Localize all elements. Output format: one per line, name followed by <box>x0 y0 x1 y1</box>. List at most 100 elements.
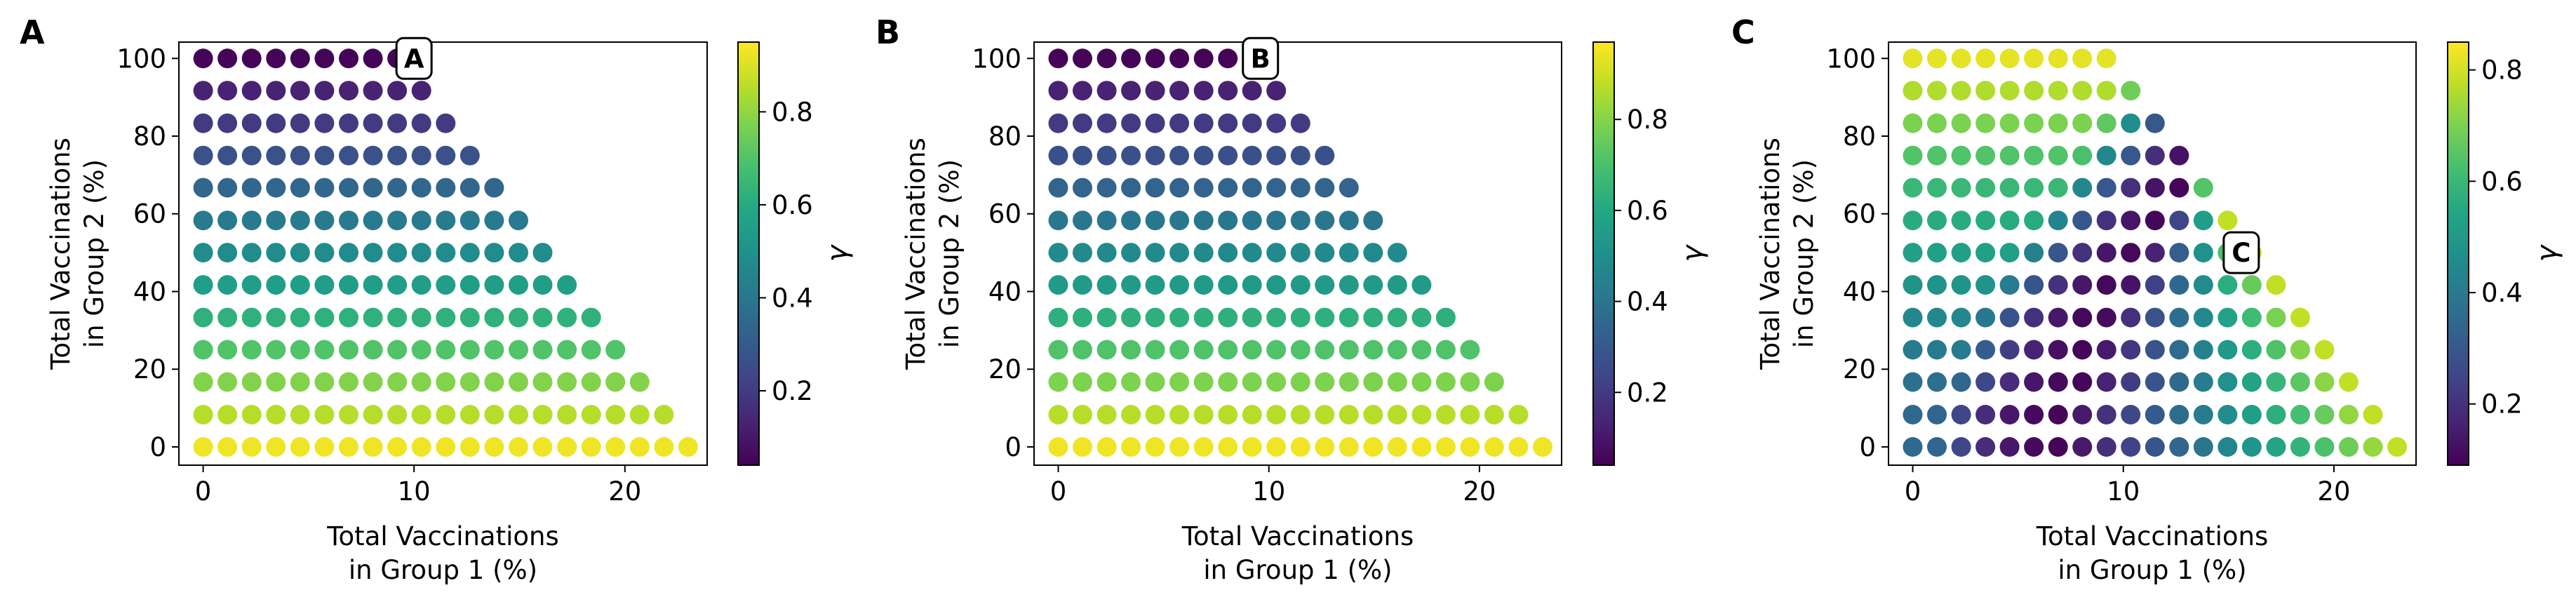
data-point <box>411 178 431 198</box>
data-point <box>411 243 431 263</box>
data-point <box>2266 405 2286 424</box>
data-point <box>1218 48 1238 69</box>
data-point <box>241 307 262 328</box>
colorbar-tick-label: 0.2 <box>2481 389 2523 420</box>
data-point <box>1242 178 1262 198</box>
data-point <box>266 81 286 101</box>
y-tick-label: 80 <box>988 121 1021 152</box>
data-point <box>1145 437 1165 457</box>
data-point <box>241 340 262 360</box>
data-point <box>2314 372 2335 392</box>
data-point <box>1096 243 1117 263</box>
x-tick-label: 10 <box>1252 476 1285 507</box>
data-point <box>1999 113 2020 133</box>
data-point <box>193 145 213 166</box>
data-point <box>241 178 262 198</box>
data-point <box>363 372 383 392</box>
data-point <box>1193 178 1214 198</box>
data-point <box>1121 275 1141 295</box>
colorbar: 0.2 0.4 0.6 0.8 γ <box>2447 41 2563 466</box>
data-point <box>387 145 408 166</box>
data-point <box>629 405 650 424</box>
data-point <box>290 340 310 360</box>
data-point <box>1999 178 2020 198</box>
data-point <box>2290 372 2310 392</box>
data-point <box>1121 372 1141 392</box>
data-point <box>1218 178 1238 198</box>
data-point <box>1121 48 1141 69</box>
y-tick-label: 0 <box>1005 432 1021 462</box>
annotation-badge <box>2222 231 2260 274</box>
data-point <box>193 243 213 263</box>
data-point <box>2072 437 2093 457</box>
data-point <box>2121 340 2141 360</box>
data-point <box>2169 340 2189 360</box>
data-point <box>1193 145 1214 166</box>
data-point <box>2266 437 2286 457</box>
data-point <box>387 340 408 360</box>
data-point <box>1193 437 1214 457</box>
data-point <box>1975 113 1996 133</box>
data-point <box>1927 340 1947 360</box>
data-point <box>2121 275 2141 295</box>
data-point <box>2145 405 2165 424</box>
data-point <box>411 210 431 231</box>
data-point <box>241 113 262 133</box>
data-point <box>363 210 383 231</box>
data-point <box>1242 243 1262 263</box>
data-point <box>1242 372 1262 392</box>
data-point <box>1290 275 1310 295</box>
data-point <box>1951 113 1971 133</box>
data-point <box>363 243 383 263</box>
data-point <box>1266 340 1287 360</box>
data-point <box>557 372 577 392</box>
data-point <box>1435 307 1456 328</box>
panel-a: A 0 10 20 0 20 40 60 80 100 Total Vaccinations in G… <box>20 13 854 585</box>
data-point <box>2072 405 2093 424</box>
data-point <box>1290 243 1310 263</box>
data-point <box>436 405 456 424</box>
y-tick-label: 80 <box>1843 121 1876 152</box>
data-point <box>1242 113 1262 133</box>
data-point <box>1073 307 1092 328</box>
data-point <box>557 405 577 424</box>
data-point <box>605 372 626 392</box>
data-point <box>1903 210 1923 231</box>
data-point <box>1927 178 1947 198</box>
data-point <box>411 81 431 101</box>
data-point <box>266 340 286 360</box>
data-point <box>1048 145 1068 166</box>
data-point <box>2048 405 2068 424</box>
data-point <box>266 307 286 328</box>
data-point <box>605 437 626 457</box>
data-point <box>1951 437 1971 457</box>
data-point <box>193 81 213 101</box>
data-point <box>654 437 674 457</box>
data-point <box>629 372 650 392</box>
data-point <box>266 210 286 231</box>
data-point <box>2169 210 2189 231</box>
data-point <box>1315 372 1335 392</box>
data-point <box>2241 372 2262 392</box>
data-point <box>241 275 262 295</box>
data-point <box>2169 145 2189 166</box>
data-point <box>1903 178 1923 198</box>
y-tick-label: 60 <box>988 199 1021 229</box>
data-point <box>2024 210 2044 231</box>
data-point <box>314 145 335 166</box>
data-point <box>459 145 480 166</box>
data-point <box>1951 307 1971 328</box>
data-point <box>1048 243 1068 263</box>
data-point <box>411 405 431 424</box>
data-point <box>1096 307 1117 328</box>
data-point <box>1218 307 1238 328</box>
data-point <box>1927 437 1947 457</box>
data-point <box>1951 81 1971 101</box>
data-point <box>1266 145 1287 166</box>
data-point <box>1975 178 1996 198</box>
data-point <box>1951 243 1971 263</box>
data-point <box>1242 210 1262 231</box>
data-point <box>193 307 213 328</box>
data-point <box>411 113 431 133</box>
